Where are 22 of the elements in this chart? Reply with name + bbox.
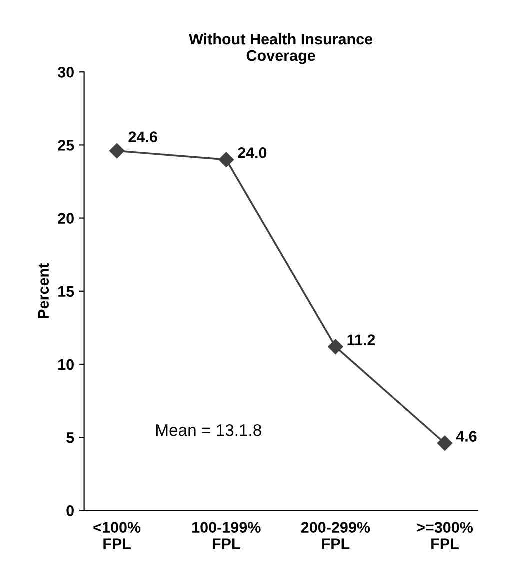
y-tick-label: 20	[58, 213, 74, 224]
x-tick-label: <100% FPL	[94, 522, 141, 550]
x-tick-label: 200-299% FPL	[301, 522, 370, 550]
data-label: 11.2	[348, 334, 376, 346]
point	[110, 143, 125, 159]
data-label: 24.0	[238, 148, 267, 158]
y-tick-label: 15	[58, 286, 74, 298]
x-tick-label: 100-199% FPL	[192, 522, 261, 550]
data-label: 4.6	[456, 431, 477, 442]
annotation: Mean = 13.1.8	[156, 424, 262, 436]
data-label: 24.6	[128, 132, 158, 142]
y-axis-title: Percent	[38, 264, 50, 318]
x-tick-label: >=300% FPL	[417, 522, 474, 550]
y-tick-label: 25	[58, 140, 74, 151]
y-tick-label: 10	[58, 359, 74, 370]
y-tick-label: 5	[66, 432, 74, 444]
point	[437, 436, 453, 451]
y-tick-label: 0	[66, 506, 74, 516]
chart-title: Without Health Insurance Coverage	[189, 33, 373, 64]
point	[328, 339, 344, 354]
y-tick-label: 30	[58, 66, 74, 78]
point	[218, 152, 234, 168]
